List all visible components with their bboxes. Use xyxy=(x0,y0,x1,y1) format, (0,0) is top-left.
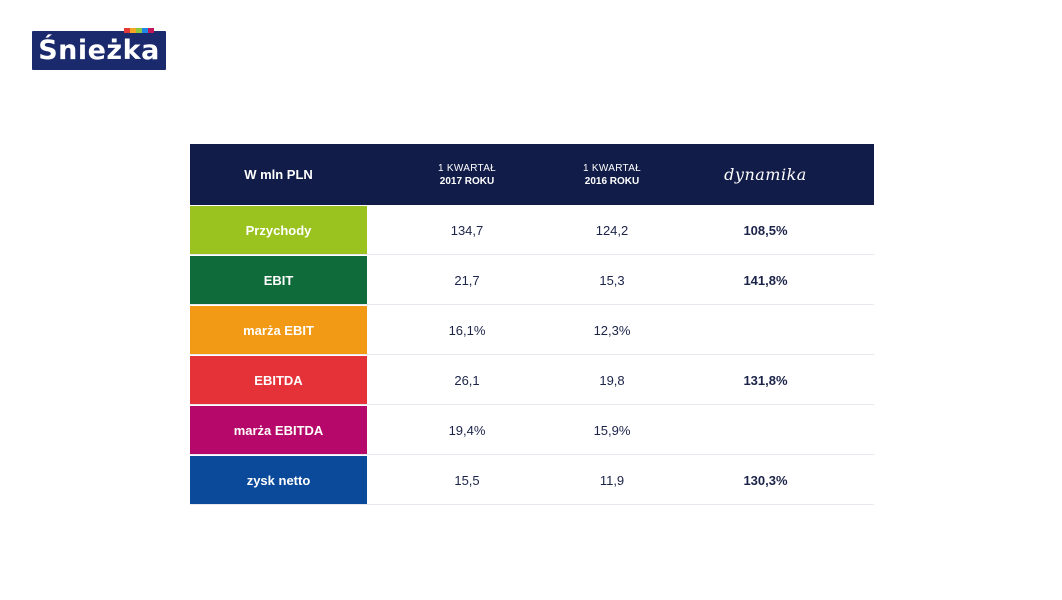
value-2016: 11,9 xyxy=(599,472,625,488)
logo-stripe xyxy=(130,28,136,33)
logo-stripe xyxy=(142,28,148,33)
logo-text: Śnieżka xyxy=(38,35,160,66)
table-row: EBITDA 26,1 19,8 131,8% xyxy=(190,356,874,405)
logo-stripe xyxy=(148,28,154,33)
value-2016: 15,3 xyxy=(599,272,625,288)
table-header: W mln PLN 1 KWARTAŁ 2017 ROKU 1 KWARTAŁ … xyxy=(190,144,874,205)
header-col-2016-line2: 2016 ROKU xyxy=(584,175,640,187)
row-label: marża EBITDA xyxy=(190,406,367,454)
header-col-2017-line2: 2017 ROKU xyxy=(439,175,495,187)
table-row: marża EBITDA 19,4% 15,9% xyxy=(190,406,874,455)
row-label: marża EBIT xyxy=(190,306,367,354)
value-2016: 15,9% xyxy=(593,422,631,438)
value-2017: 134,7 xyxy=(450,222,484,238)
value-dynamika xyxy=(657,406,874,454)
logo-color-stripes xyxy=(124,28,154,33)
value-2016: 12,3% xyxy=(593,322,631,338)
row-label: Przychody xyxy=(190,206,367,254)
value-dynamika: 131,8% xyxy=(743,372,788,388)
header-unit-label: W mln PLN xyxy=(244,167,313,182)
logo-stripe xyxy=(136,28,142,33)
row-label: EBITDA xyxy=(190,356,367,404)
brand-logo: Śnieżka xyxy=(32,28,166,70)
table-row: Przychody 134,7 124,2 108,5% xyxy=(190,206,874,255)
results-table: W mln PLN 1 KWARTAŁ 2017 ROKU 1 KWARTAŁ … xyxy=(190,144,874,505)
value-dynamika: 130,3% xyxy=(743,472,788,488)
value-2017: 19,4% xyxy=(448,422,486,438)
value-dynamika: 108,5% xyxy=(743,222,788,238)
value-2017: 26,1 xyxy=(454,372,480,388)
header-col-dynamika: dynamika xyxy=(724,165,807,184)
value-dynamika: 141,8% xyxy=(743,272,788,288)
header-col-2017: 1 KWARTAŁ 2017 ROKU xyxy=(367,162,567,188)
value-2016: 124,2 xyxy=(595,222,629,238)
table-row: zysk netto 15,5 11,9 130,3% xyxy=(190,456,874,505)
table-row: marża EBIT 16,1% 12,3% xyxy=(190,306,874,355)
header-col-2017-line1: 1 KWARTAŁ xyxy=(437,162,497,174)
header-col-2016-line1: 1 KWARTAŁ xyxy=(582,162,642,174)
value-2017: 21,7 xyxy=(454,272,480,288)
logo-stripe xyxy=(124,28,130,33)
value-dynamika xyxy=(657,306,874,354)
row-label: EBIT xyxy=(190,256,367,304)
table-row: EBIT 21,7 15,3 141,8% xyxy=(190,256,874,305)
value-2017: 16,1% xyxy=(448,322,486,338)
row-label: zysk netto xyxy=(190,456,367,504)
value-2016: 19,8 xyxy=(599,372,625,388)
header-col-2016: 1 KWARTAŁ 2016 ROKU xyxy=(567,162,657,188)
value-2017: 15,5 xyxy=(454,472,480,488)
